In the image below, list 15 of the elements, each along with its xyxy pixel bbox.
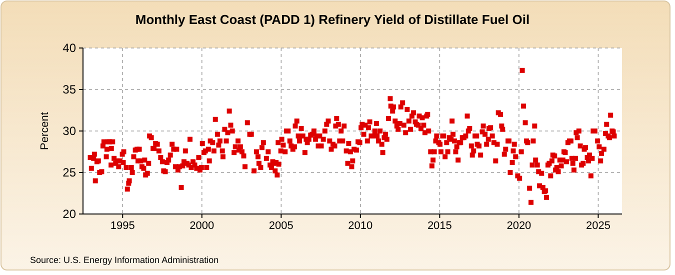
x-tick-label: 1995: [110, 220, 135, 232]
y-tick-label: 30: [62, 124, 76, 138]
x-tick-label: 2020: [506, 220, 532, 232]
y-axis-title: Percent: [39, 112, 51, 150]
y-tick-label: 20: [62, 207, 76, 222]
x-tick-label: 2005: [268, 220, 294, 232]
y-tick-label: 40: [62, 41, 76, 56]
y-tick-label: 35: [62, 82, 76, 97]
source-note: Source: U.S. Energy Information Administration: [30, 255, 219, 265]
chart-title: Monthly East Coast (PADD 1) Refinery Yield of Distillate Fuel Oil: [135, 12, 530, 27]
x-tick-label: 2025: [586, 220, 610, 232]
x-tick-label: 2015: [427, 220, 452, 232]
x-tick-label: 2000: [190, 220, 214, 232]
y-tick-label: 25: [62, 166, 76, 180]
x-tick-label: 2010: [348, 220, 373, 232]
